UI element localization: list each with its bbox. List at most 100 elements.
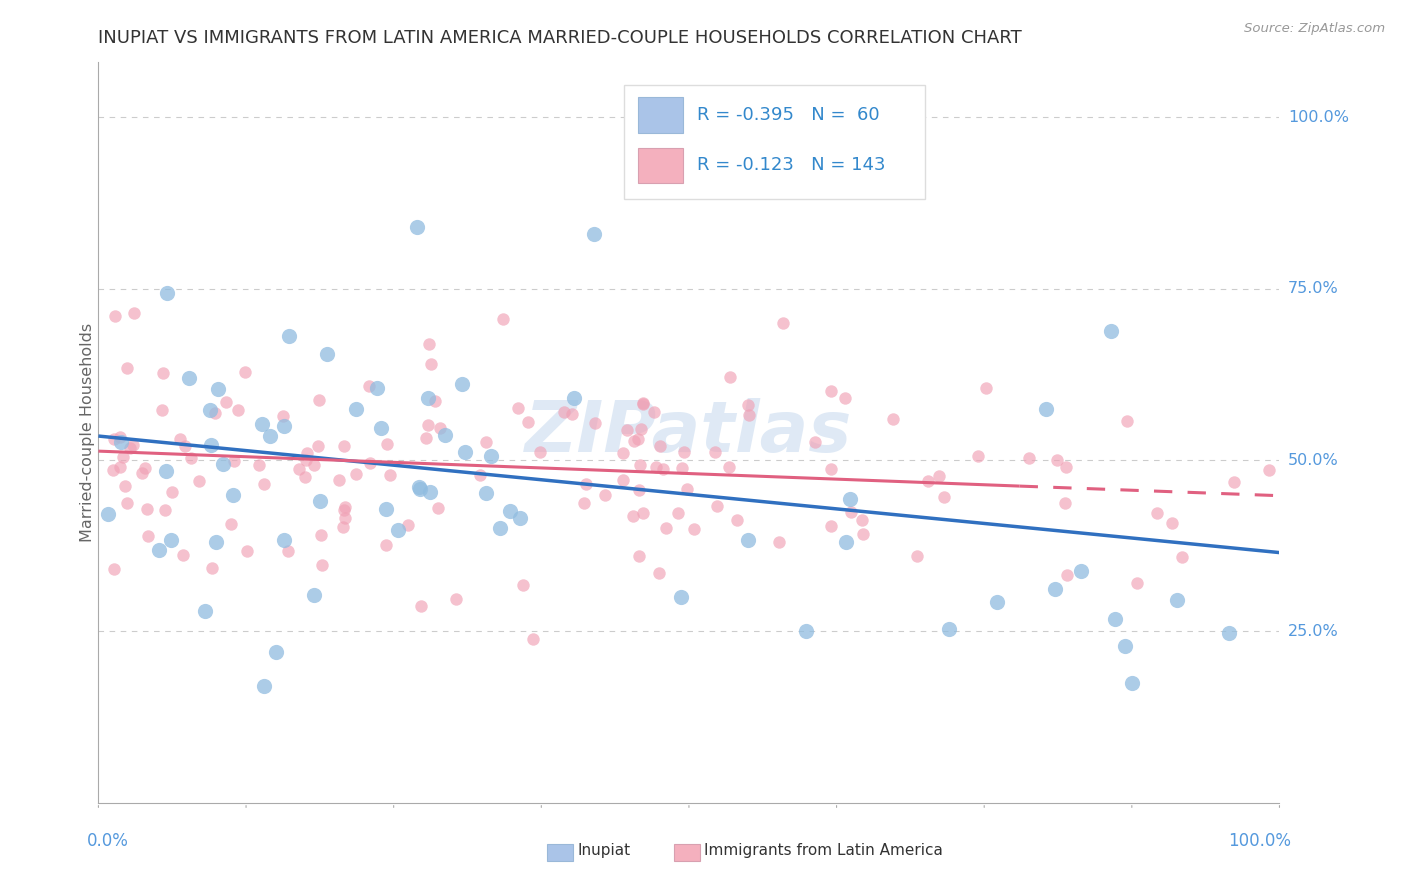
Point	[932, 490, 955, 504]
Point	[155, 464, 177, 478]
Bar	[673, 845, 700, 861]
Point	[631, 506, 654, 520]
Point	[359, 379, 381, 393]
FancyBboxPatch shape	[624, 85, 925, 200]
Point	[335, 500, 357, 515]
Point	[851, 513, 873, 527]
Point	[676, 482, 699, 496]
Point	[704, 445, 727, 459]
Point	[429, 421, 451, 435]
Point	[108, 460, 131, 475]
Point	[643, 405, 665, 419]
Text: R = -0.395   N =  60: R = -0.395 N = 60	[697, 106, 880, 124]
Point	[309, 493, 332, 508]
Point	[359, 456, 381, 470]
Point	[344, 467, 367, 482]
Point	[583, 416, 606, 430]
Point	[288, 462, 311, 476]
Point	[882, 411, 904, 425]
Point	[835, 534, 858, 549]
Point	[451, 377, 474, 392]
Text: Inupiat: Inupiat	[578, 844, 631, 858]
Point	[103, 562, 125, 576]
Point	[621, 509, 644, 524]
Point	[575, 477, 598, 491]
Point	[264, 645, 287, 659]
Point	[509, 511, 531, 525]
Point	[114, 479, 136, 493]
Point	[115, 496, 138, 510]
Point	[418, 336, 440, 351]
Point	[648, 439, 671, 453]
Point	[153, 503, 176, 517]
Point	[820, 462, 842, 476]
Point	[564, 391, 586, 405]
Point	[156, 285, 179, 300]
Y-axis label: Married-couple Households: Married-couple Households	[80, 323, 94, 542]
Point	[177, 370, 200, 384]
Text: 50.0%: 50.0%	[1288, 452, 1339, 467]
Text: 75.0%: 75.0%	[1288, 281, 1339, 296]
Point	[648, 566, 671, 581]
Point	[316, 346, 339, 360]
Point	[152, 367, 174, 381]
Point	[172, 548, 194, 562]
Point	[1104, 612, 1126, 626]
Point	[772, 316, 794, 330]
Point	[160, 484, 183, 499]
Point	[516, 415, 538, 429]
Point	[110, 434, 132, 449]
Point	[302, 458, 325, 472]
Point	[333, 439, 356, 453]
Point	[387, 523, 409, 537]
Point	[718, 459, 741, 474]
Text: 100.0%: 100.0%	[1229, 832, 1291, 850]
Point	[804, 435, 827, 450]
Point	[644, 459, 666, 474]
Point	[616, 423, 638, 437]
Point	[834, 391, 856, 405]
Point	[200, 438, 222, 452]
Point	[131, 466, 153, 480]
Point	[374, 501, 396, 516]
Point	[332, 519, 354, 533]
Point	[406, 219, 429, 234]
Point	[1223, 475, 1246, 489]
Point	[250, 417, 273, 431]
Point	[408, 480, 430, 494]
Point	[628, 483, 651, 497]
Point	[489, 520, 512, 534]
Point	[631, 397, 654, 411]
Point	[333, 511, 356, 525]
Point	[309, 528, 332, 542]
Point	[612, 474, 634, 488]
Point	[1056, 568, 1078, 582]
Point	[204, 406, 226, 420]
Point	[134, 461, 156, 475]
Point	[671, 461, 693, 475]
Text: Source: ZipAtlas.com: Source: ZipAtlas.com	[1244, 22, 1385, 36]
Point	[623, 434, 645, 448]
Point	[1218, 626, 1240, 640]
Point	[346, 401, 368, 416]
Point	[434, 428, 457, 442]
Point	[307, 439, 329, 453]
Text: Immigrants from Latin America: Immigrants from Latin America	[704, 844, 943, 858]
Point	[308, 393, 330, 408]
Point	[247, 458, 270, 472]
Point	[839, 492, 862, 507]
Point	[905, 549, 928, 564]
Point	[1053, 496, 1076, 510]
Text: 100.0%: 100.0%	[1288, 110, 1348, 125]
Point	[1046, 453, 1069, 467]
Point	[974, 381, 997, 395]
Point	[553, 405, 575, 419]
Point	[666, 507, 689, 521]
Point	[1166, 593, 1188, 607]
Point	[512, 577, 534, 591]
Point	[169, 432, 191, 446]
Point	[725, 513, 748, 527]
Point	[416, 417, 439, 432]
Point	[768, 535, 790, 549]
Text: 0.0%: 0.0%	[87, 832, 128, 850]
